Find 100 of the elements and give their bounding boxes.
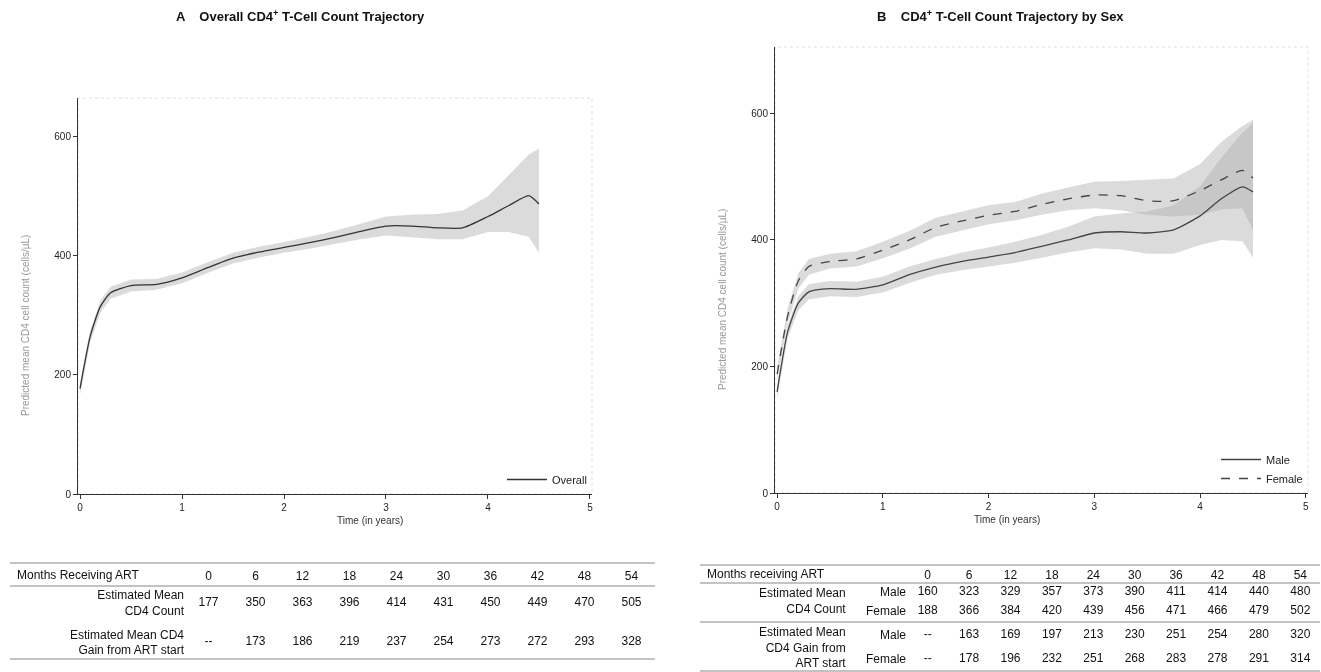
annotation: -- (923, 651, 932, 665)
y-tick-label: Female (865, 603, 907, 618)
x-tick-label: 5 (587, 502, 594, 513)
data-label: 177 (198, 594, 219, 609)
annotation: -- (204, 634, 213, 649)
x-axis-title: Time (in years) (974, 514, 1041, 525)
data-label: 219 (339, 634, 360, 649)
x-tick-label: 2 (281, 502, 288, 513)
x-tick-label: 48 (1252, 567, 1266, 582)
data-label: 456 (1124, 602, 1146, 617)
data-label: 272 (527, 634, 548, 649)
y-tick-label: Male (879, 628, 907, 643)
chart-title: A Overall CD4$^{+}$ T-Cell Count Trajectory (176, 8, 426, 25)
chart-title: B CD4$^{+}$ T-Cell Count Trajectory by Sex (877, 8, 1125, 25)
data-label: 237 (386, 634, 407, 649)
x-tick-label: 12 (1003, 567, 1018, 582)
x-axis-title: Time (in years) (337, 515, 404, 526)
x-tick-label: 12 (295, 568, 310, 583)
data-label: 268 (1124, 651, 1146, 665)
x-tick-label: 1 (179, 502, 186, 513)
annotation: -- (923, 627, 932, 641)
x-tick-label: 48 (577, 568, 592, 583)
x-tick-label: 2 (985, 501, 992, 512)
data-label: 414 (1207, 583, 1228, 598)
data-label: 414 (386, 594, 407, 609)
data-label: 188 (917, 602, 939, 617)
data-label: 396 (339, 594, 360, 609)
data-label: 471 (1166, 602, 1187, 617)
data-label: 420 (1041, 602, 1063, 617)
x-tick-label: 24 (1086, 567, 1101, 582)
x-tick-label: 0 (77, 502, 84, 513)
data-label: 366 (959, 602, 980, 617)
data-label: 363 (292, 594, 313, 609)
data-label: 502 (1290, 602, 1311, 617)
data-label: 163 (959, 627, 980, 641)
y-tick-label: Estimated Mean CD4 Gain from ART start (69, 627, 185, 658)
y-tick-label: Male (879, 584, 907, 599)
x-tick-label: 6 (965, 567, 973, 582)
data-label: 178 (959, 651, 980, 665)
data-label: 440 (1248, 583, 1270, 598)
legend-label: Male (1266, 453, 1290, 466)
x-tick-label: 36 (1169, 567, 1184, 582)
x-tick-label: 3 (1091, 501, 1098, 512)
x-tick-label: 1 (880, 501, 887, 512)
x-tick-label: 0 (924, 567, 932, 582)
data-label: 390 (1124, 583, 1146, 598)
x-tick-label: 36 (483, 568, 498, 583)
data-label: 350 (245, 594, 266, 609)
x-tick-label: 42 (530, 568, 545, 583)
x-axis-title: Months Receiving ART (17, 568, 140, 582)
data-label: 251 (1166, 627, 1187, 641)
data-label: 232 (1041, 651, 1063, 665)
x-tick-label: 4 (485, 502, 492, 513)
data-label: 323 (959, 583, 980, 598)
x-tick-label: 5 (1303, 501, 1310, 512)
x-tick-label: 18 (1045, 567, 1059, 582)
legend-label: Overall (552, 473, 587, 486)
y-tick-label: 0 (65, 488, 72, 500)
y-axis-title: Predicted mean CD4 cell count (cells/µL) (20, 234, 31, 416)
y-tick-label: Female (865, 652, 907, 667)
data-label: 320 (1290, 627, 1311, 641)
data-label: 314 (1290, 651, 1311, 665)
y-tick-label: 400 (54, 250, 72, 262)
data-label: 251 (1083, 651, 1104, 665)
data-label: 278 (1207, 651, 1228, 665)
legend-label: Female (1266, 472, 1303, 485)
data-label: 254 (433, 634, 454, 649)
x-tick-label: 54 (1293, 567, 1308, 582)
x-tick-label: 6 (252, 568, 260, 583)
y-tick-label: 200 (54, 369, 72, 381)
x-axis-title: Months receiving ART (707, 567, 825, 581)
y-tick-label: 200 (751, 360, 769, 372)
x-tick-label: 3 (383, 502, 390, 513)
data-label: 470 (574, 594, 595, 609)
data-label: 196 (1000, 651, 1021, 665)
y-axis-title: Predicted mean CD4 cell count (cells/µL) (717, 208, 728, 390)
data-label: 291 (1248, 651, 1270, 665)
data-label: 449 (527, 594, 548, 609)
x-tick-label: 18 (342, 568, 357, 583)
data-label: 505 (621, 594, 642, 609)
data-label: 160 (917, 583, 939, 598)
data-label: 186 (292, 634, 313, 649)
data-label: 197 (1041, 627, 1063, 641)
x-tick-label: 0 (774, 501, 781, 512)
data-label: 439 (1083, 602, 1104, 617)
data-label: 230 (1124, 627, 1146, 641)
data-label: 254 (1207, 627, 1228, 641)
y-tick-label: 400 (751, 234, 769, 246)
y-tick-label: 600 (751, 107, 769, 119)
data-label: 280 (1248, 627, 1270, 641)
x-tick-label: 30 (1128, 567, 1142, 582)
x-tick-label: 24 (389, 568, 404, 583)
data-label: 480 (1290, 583, 1311, 598)
data-label: 466 (1207, 602, 1228, 617)
data-label: 283 (1166, 651, 1187, 665)
data-label: 169 (1000, 627, 1021, 641)
y-tick-label: 600 (54, 131, 72, 143)
data-label: 329 (1000, 583, 1021, 598)
data-label: 373 (1083, 583, 1104, 598)
y-tick-label: 0 (762, 487, 769, 499)
